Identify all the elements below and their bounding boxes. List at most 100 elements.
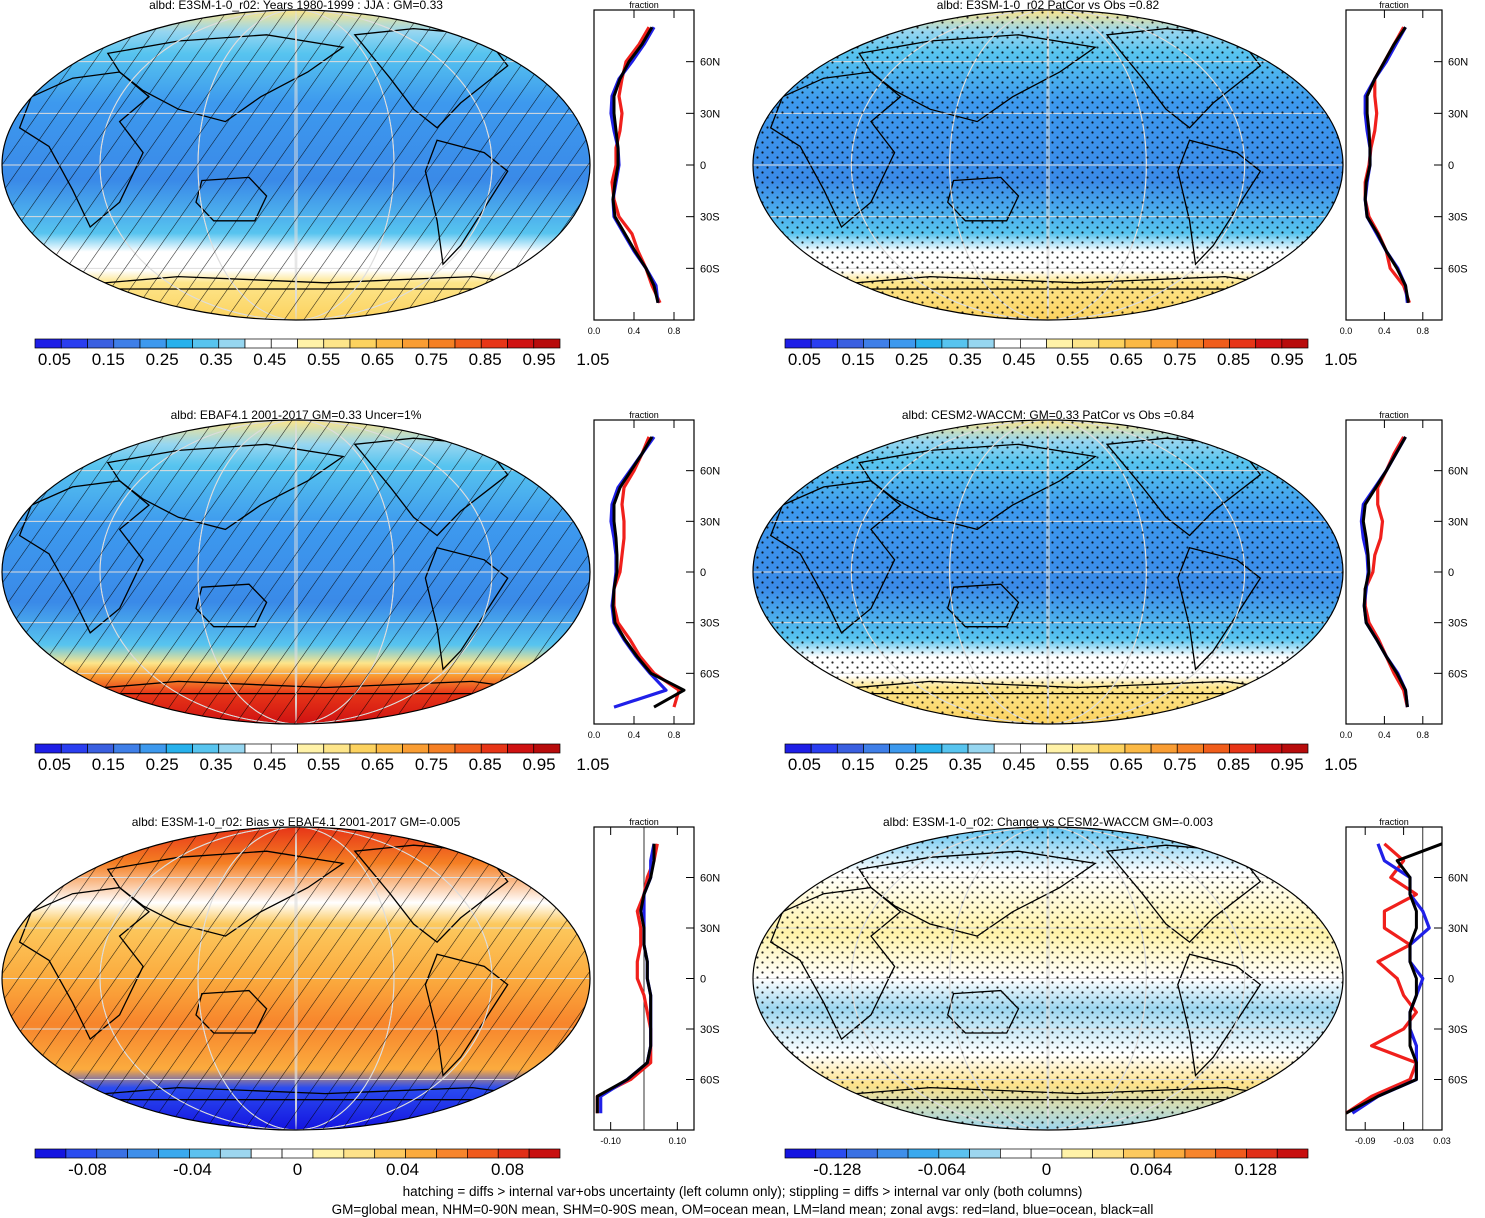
colorbar-swatch [1030, 1148, 1063, 1159]
colorbar-tick-label: 0.65 [361, 755, 394, 774]
colorbar-swatch [1176, 338, 1204, 349]
colorbar-tick-label: 0.05 [38, 350, 71, 369]
colorbar-swatch [1061, 1148, 1093, 1159]
colorbar-tick-label: 0.65 [1110, 755, 1143, 774]
map-field [2, 827, 590, 1130]
map-border [752, 9, 1344, 321]
colorbar-tick-label: 0.95 [523, 350, 556, 369]
colorbar-swatch [810, 743, 838, 754]
colorbar-swatch [1092, 1148, 1124, 1159]
zonal-title: fraction [629, 817, 659, 827]
map-title: albd: E3SM-1-0_r02: Bias vs EBAF4.1 2001… [132, 815, 461, 829]
colorbar-tick-label: 0.15 [92, 350, 125, 369]
colorbar-swatch [938, 1148, 970, 1159]
colorbar-swatch [218, 338, 246, 349]
zonal-y-tick-label: 30N [1448, 108, 1468, 120]
colorbar-tick-label: 1.05 [1324, 350, 1357, 369]
zonal-y-tick-label: 30N [700, 923, 720, 935]
colorbar-swatch [941, 743, 969, 754]
colorbar-swatch [967, 743, 995, 754]
colorbar-tick-label: -0.064 [918, 1160, 966, 1179]
colorbar-swatch [60, 338, 88, 349]
colorbar-swatch [907, 1148, 940, 1159]
zonal-x-tick-label: 0.4 [1378, 730, 1391, 740]
colorbar-swatch [846, 1148, 878, 1159]
map-title: albd: CESM2-WACCM: GM=0.33 PatCor vs Obs… [902, 408, 1195, 422]
zonal-y-tick-label: 60N [700, 57, 720, 69]
colorbar-tick-label: 0.05 [788, 350, 821, 369]
zonal-y-tick-label: 60N [700, 466, 720, 478]
colorbar-swatch [428, 338, 456, 349]
colorbar-tick-label: 0.08 [491, 1160, 524, 1179]
colorbar-tick-label: 0.45 [253, 350, 286, 369]
colorbar-swatch [528, 1148, 561, 1159]
colorbar-tick-label: 0.45 [1002, 350, 1035, 369]
zonal-x-tick-label: 0.4 [1378, 326, 1391, 336]
colorbar-swatch [270, 338, 298, 349]
colorbar-swatch [1229, 743, 1257, 754]
colorbar-swatch [127, 1148, 159, 1159]
zonal-series-land [612, 436, 681, 708]
zonal-y-tick-label: 30S [1448, 1024, 1468, 1036]
colorbar-swatch [815, 1148, 847, 1159]
colorbar-swatch [343, 1148, 376, 1159]
colorbar-swatch [454, 338, 482, 349]
colorbar-swatch [784, 1148, 817, 1159]
colorbar-tick-label: 0.15 [842, 755, 875, 774]
colorbar-swatch [1072, 743, 1100, 754]
colorbar-swatch [1184, 1148, 1217, 1159]
zonal-mean-plot: fraction 0.0 0.4 0.8 60N 30N 0 30S 60S [588, 0, 720, 336]
colorbar-swatch [34, 338, 62, 349]
colorbar-tick-label: 0.35 [949, 350, 982, 369]
colorbar-swatch [1255, 338, 1283, 349]
colorbar-swatch [1150, 743, 1178, 754]
colorbar-swatch [533, 338, 561, 349]
colorbar-tick-label: 1.05 [576, 350, 609, 369]
colorbar-swatch [1229, 338, 1257, 349]
colorbar-tick-label: 0.25 [895, 755, 928, 774]
zonal-y-tick-label: 60N [1448, 873, 1468, 885]
zonal-series-all [611, 436, 686, 709]
colorbar-swatch [941, 338, 969, 349]
colorbar-tick-label: 0.15 [842, 350, 875, 369]
map-field [753, 827, 1343, 1130]
colorbar-swatch [250, 1148, 283, 1159]
colorbar-tick-label: 0.75 [1163, 350, 1196, 369]
colorbar-swatch [1000, 1148, 1032, 1159]
zonal-frame [1345, 826, 1443, 1131]
colorbar: -0.08 -0.04 0 0.04 0.08 [34, 1148, 561, 1179]
zonal-y-tick-label: 60S [1448, 668, 1468, 680]
colorbar-swatch [165, 743, 193, 754]
map-border [1, 419, 591, 725]
colorbar-tick-label: 0.75 [415, 350, 448, 369]
colorbar-swatch [993, 743, 1021, 754]
zonal-series-all [595, 843, 656, 1114]
zonal-x-tick-label: 0.4 [628, 326, 641, 336]
colorbar-swatch [1203, 338, 1230, 349]
hatching-overlay [2, 10, 590, 320]
colorbar-tick-label: 0.35 [949, 755, 982, 774]
colorbar-swatch [863, 743, 890, 754]
colorbar-tick-label: 0.95 [1271, 755, 1304, 774]
colorbar-swatch [497, 1148, 530, 1159]
map-border [752, 826, 1344, 1131]
map-title: albd: E3SM-1-0_r02: Years 1980-1999 : JJ… [149, 0, 443, 12]
colorbar-tick-label: 0.65 [361, 350, 394, 369]
colorbar-swatch [96, 1148, 128, 1159]
zonal-title: fraction [1379, 410, 1409, 420]
colorbar-tick-label: 1.05 [1324, 755, 1357, 774]
hatching-overlay [2, 827, 590, 1130]
zonal-title: fraction [629, 0, 659, 10]
panel-6: albd: E3SM-1-0_r02: Change vs CESM2-WACC… [752, 815, 1468, 1179]
zonal-x-tick-label: -0.10 [600, 1136, 621, 1146]
colorbar-swatch [507, 743, 535, 754]
zonal-y-tick-label: 30S [700, 618, 720, 630]
colorbar-swatch [436, 1148, 468, 1159]
colorbar-swatch [219, 1148, 252, 1159]
colorbar-swatch [1046, 338, 1073, 349]
colorbar-tick-label: 0.05 [38, 755, 71, 774]
colorbar-swatch [113, 338, 141, 349]
zonal-frame [593, 9, 695, 321]
footer-legend-note: GM=global mean, NHM=0-90N mean, SHM=0-90… [331, 1202, 1154, 1217]
zonal-x-tick-label: 0.0 [588, 730, 601, 740]
